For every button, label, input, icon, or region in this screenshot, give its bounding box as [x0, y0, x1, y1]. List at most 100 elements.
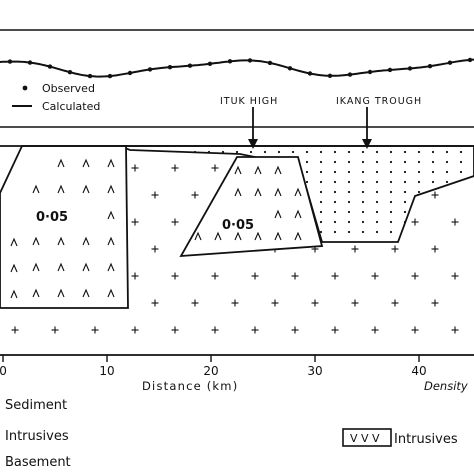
intrusive-chevron [107, 158, 115, 168]
key-vvv-symbol: V V V [350, 432, 380, 445]
basement-plus [151, 245, 159, 253]
sediment-dot [347, 210, 351, 214]
observed-point [247, 58, 253, 63]
intrusive-chevron [294, 187, 302, 197]
sediment-dot [459, 160, 463, 164]
observed-marker [22, 85, 28, 91]
basement-plus [411, 326, 419, 334]
sediment-dot [403, 150, 407, 154]
middle-body-density: 0·05 [222, 218, 254, 233]
sediment-dot [347, 170, 351, 174]
sediment-dot [347, 180, 351, 184]
x-axis-tick-labels: 01020304050 [0, 364, 427, 378]
basement-plus [291, 326, 299, 334]
sediment-dot [305, 160, 309, 164]
sediment-dot [347, 200, 351, 204]
basement-plus [131, 164, 139, 172]
basement-plus [231, 299, 239, 307]
sediment-dot [361, 220, 365, 224]
observed-point [87, 73, 93, 79]
middle-intrusive-pattern [194, 165, 302, 241]
intrusive-chevron [294, 209, 302, 219]
sediment-dot [347, 160, 351, 164]
cross-section-model: 0·05 0·05 01020304050 Distance (km) Dens… [0, 107, 474, 393]
basement-plus [431, 299, 439, 307]
observed-point [327, 73, 333, 79]
sediment-dot [389, 180, 393, 184]
basement-plus [391, 299, 399, 307]
sediment-dot [333, 170, 337, 174]
observed-point [27, 60, 33, 65]
observed-point [227, 59, 233, 64]
intrusive-chevron [214, 231, 222, 241]
intrusive-chevron [107, 236, 115, 246]
basement-plus [331, 326, 339, 334]
basement-plus [371, 326, 379, 334]
sediment-dot [333, 180, 337, 184]
sediment-dot [375, 160, 379, 164]
sediment-dot [333, 200, 337, 204]
observed-point [67, 70, 73, 75]
sediment-dot [319, 190, 323, 194]
observed-point [47, 64, 53, 69]
sediment-dot [417, 150, 421, 154]
x-tick-label: 30 [307, 364, 322, 378]
sediment-dot [361, 230, 365, 234]
sediment-dot [389, 190, 393, 194]
sediment-dot [361, 160, 365, 164]
intrusive-chevron [32, 184, 40, 194]
intrusive-chevron [107, 210, 115, 220]
sediment-dot [333, 160, 337, 164]
basement-plus [351, 299, 359, 307]
intrusive-chevron [32, 288, 40, 298]
intrusive-chevron [10, 237, 18, 247]
sediment-dot [459, 150, 463, 154]
intrusive-chevron [57, 288, 65, 298]
basement-plus [151, 299, 159, 307]
sediment-dot [417, 160, 421, 164]
basement-plus [431, 191, 439, 199]
intrusive-chevron [274, 165, 282, 175]
basement-plus [131, 326, 139, 334]
intrusive-chevron [82, 184, 90, 194]
density-label: Density [424, 379, 468, 393]
sediment-dot [193, 150, 197, 154]
basement-plus [451, 218, 459, 226]
sediment-dot [403, 210, 407, 214]
sediment-dot [319, 170, 323, 174]
basement-plus [91, 326, 99, 334]
sediment-dot [417, 180, 421, 184]
x-tick-label: 10 [99, 364, 114, 378]
sediment-dot [417, 170, 421, 174]
sediment-dot [431, 180, 435, 184]
calculated-curve [0, 58, 474, 78]
sediment-dot [403, 180, 407, 184]
ikang-trough-arrow [362, 107, 372, 149]
legend-observed: Observed [22, 82, 95, 95]
intrusive-chevron [234, 187, 242, 197]
key-vvv-label: Intrusives [394, 432, 458, 447]
observed-point [467, 57, 473, 63]
observed-point [127, 70, 133, 76]
sediment-dot [375, 210, 379, 214]
sediment-dot [361, 180, 365, 184]
x-tick-label: 20 [203, 364, 218, 378]
sediment-pattern [193, 150, 463, 234]
sediment-dot [319, 200, 323, 204]
intrusive-chevron [254, 187, 262, 197]
basement-plus [51, 326, 59, 334]
sediment-dot [389, 160, 393, 164]
sediment-dot [361, 210, 365, 214]
sediment-dot [389, 210, 393, 214]
sediment-dot [305, 170, 309, 174]
sediment-dot [403, 220, 407, 224]
sediment-dot [431, 150, 435, 154]
sediment-wedge [119, 145, 474, 243]
intrusive-chevron [10, 263, 18, 273]
ituk-high-label: ITUK HIGH [220, 96, 278, 107]
observed-points [7, 57, 473, 79]
basement-plus [211, 164, 219, 172]
intrusive-chevron [294, 231, 302, 241]
sediment-dot [319, 160, 323, 164]
observed-point [307, 71, 313, 76]
